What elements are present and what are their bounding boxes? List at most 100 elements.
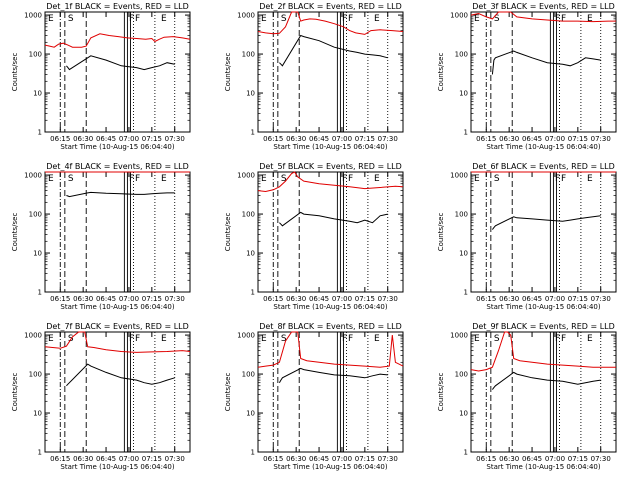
marker-label: F [561, 14, 566, 24]
panel-title: Det_6f BLACK = Events, RED = LLD [472, 162, 615, 171]
y-axis-label: Counts/sec [437, 373, 445, 412]
x-tick-label: 06:15 [476, 455, 496, 463]
series-line-events [66, 363, 175, 387]
y-tick-label: 100 [29, 371, 42, 379]
y-tick-label: 1 [464, 289, 468, 297]
panel-title: Det_1f BLACK = Events, RED = LLD [46, 2, 189, 11]
y-tick-label: 10 [459, 90, 468, 98]
x-axis-label: Start Time (10-Aug-15 06:04:40) [60, 143, 174, 151]
series-line-lld [257, 171, 404, 193]
x-tick-label: 07:30 [165, 295, 185, 303]
x-tick-label: 07:30 [591, 455, 611, 463]
y-tick-label: 100 [455, 51, 468, 59]
y-tick-label: 1000 [24, 332, 42, 340]
panel-1: Det_1f BLACK = Events, RED = LLD 1 10 100 10… [11, 2, 191, 151]
x-axis-label: Start Time (10-Aug-15 06:04:40) [273, 303, 387, 311]
y-tick-label: 10 [459, 250, 468, 258]
panel-title: Det_9f BLACK = Events, RED = LLD [472, 322, 615, 331]
y-tick-label: 10 [33, 90, 42, 98]
x-tick-label: 07:15 [142, 135, 162, 143]
x-tick-label: 06:45 [96, 455, 116, 463]
y-tick-label: 1000 [237, 172, 255, 180]
y-tick-label: 1000 [237, 12, 255, 20]
panel-title: Det_2f BLACK = Events, RED = LLD [259, 2, 402, 11]
marker-label: F [561, 174, 566, 184]
plot-frame [470, 11, 617, 133]
marker-label: E [587, 334, 593, 344]
marker-label: E [261, 334, 267, 344]
x-tick-label: 06:45 [522, 455, 542, 463]
x-axis-label: Start Time (10-Aug-15 06:04:40) [486, 143, 600, 151]
marker-label: S [494, 174, 500, 184]
y-axis-label: Counts/sec [437, 213, 445, 252]
x-tick-label: 06:15 [263, 295, 283, 303]
y-axis-label: Counts/sec [11, 373, 19, 412]
x-tick-label: 06:45 [309, 135, 329, 143]
marker-label: E [474, 334, 480, 344]
x-axis-label: Start Time (10-Aug-15 06:04:40) [486, 303, 600, 311]
y-tick-label: 10 [246, 90, 255, 98]
x-tick-label: 07:00 [119, 295, 139, 303]
plot-frame [257, 171, 404, 293]
x-tick-label: 07:00 [119, 135, 139, 143]
x-tick-label: 06:30 [286, 135, 306, 143]
x-tick-label: 06:30 [73, 295, 93, 303]
y-tick-label: 10 [459, 410, 468, 418]
y-tick-label: 1 [251, 289, 255, 297]
y-tick-label: 1000 [237, 332, 255, 340]
y-axis-label: Counts/sec [11, 53, 19, 92]
x-tick-label: 06:45 [522, 295, 542, 303]
series-line-events [491, 215, 601, 230]
marker-label: F [348, 334, 353, 344]
y-tick-label: 1000 [450, 12, 468, 20]
marker-label: S [281, 174, 287, 184]
y-axis-label: Counts/sec [224, 213, 232, 252]
series-line-lld [44, 331, 191, 353]
marker-label: S [281, 14, 287, 24]
panel-6: Det_6f BLACK = Events, RED = LLD 1 10 100 10… [437, 162, 617, 311]
panel-title: Det_5f BLACK = Events, RED = LLD [259, 162, 402, 171]
marker-label: E [48, 334, 54, 344]
y-tick-label: 1000 [24, 172, 42, 180]
x-tick-label: 07:00 [332, 295, 352, 303]
marker-label: F [555, 174, 560, 184]
x-tick-label: 07:30 [591, 135, 611, 143]
x-axis-label: Start Time (10-Aug-15 06:04:40) [486, 463, 600, 471]
panel-8: Det_8f BLACK = Events, RED = LLD 1 10 100 10… [224, 322, 404, 471]
marker-label: F [135, 14, 140, 24]
x-tick-label: 07:30 [165, 135, 185, 143]
y-tick-label: 10 [33, 410, 42, 418]
series-line-events [66, 55, 175, 71]
x-tick-label: 07:30 [378, 455, 398, 463]
y-tick-label: 1 [38, 129, 42, 137]
x-tick-label: 06:45 [309, 295, 329, 303]
x-tick-label: 07:15 [568, 295, 588, 303]
marker-label: S [68, 14, 74, 24]
panel-3: Det_3f BLACK = Events, RED = LLD 1 10 100 10… [437, 2, 617, 151]
x-tick-label: 07:15 [568, 135, 588, 143]
marker-label: E [474, 174, 480, 184]
marker-label: F [342, 174, 347, 184]
x-axis-label: Start Time (10-Aug-15 06:04:40) [60, 303, 174, 311]
plot-frame [257, 331, 404, 453]
series-line-lld [470, 331, 616, 372]
marker-label: S [281, 334, 287, 344]
panel-9: Det_9f BLACK = Events, RED = LLD 1 10 100 10… [437, 322, 617, 471]
x-tick-label: 07:00 [545, 455, 565, 463]
plot-frame [44, 171, 191, 293]
y-tick-label: 100 [455, 371, 468, 379]
y-tick-label: 10 [33, 250, 42, 258]
marker-label: E [48, 14, 54, 24]
marker-label: E [374, 334, 380, 344]
y-tick-label: 1 [464, 129, 468, 137]
marker-label: E [374, 174, 380, 184]
y-axis-label: Counts/sec [11, 213, 19, 252]
marker-label: F [342, 14, 347, 24]
x-tick-label: 06:15 [263, 455, 283, 463]
series-line-events [491, 50, 601, 75]
series-line-lld [470, 11, 616, 23]
marker-label: F [348, 174, 353, 184]
x-tick-label: 06:15 [50, 455, 70, 463]
panel-4: Det_4f BLACK = Events, RED = LLD 1 10 100 10… [11, 162, 191, 311]
